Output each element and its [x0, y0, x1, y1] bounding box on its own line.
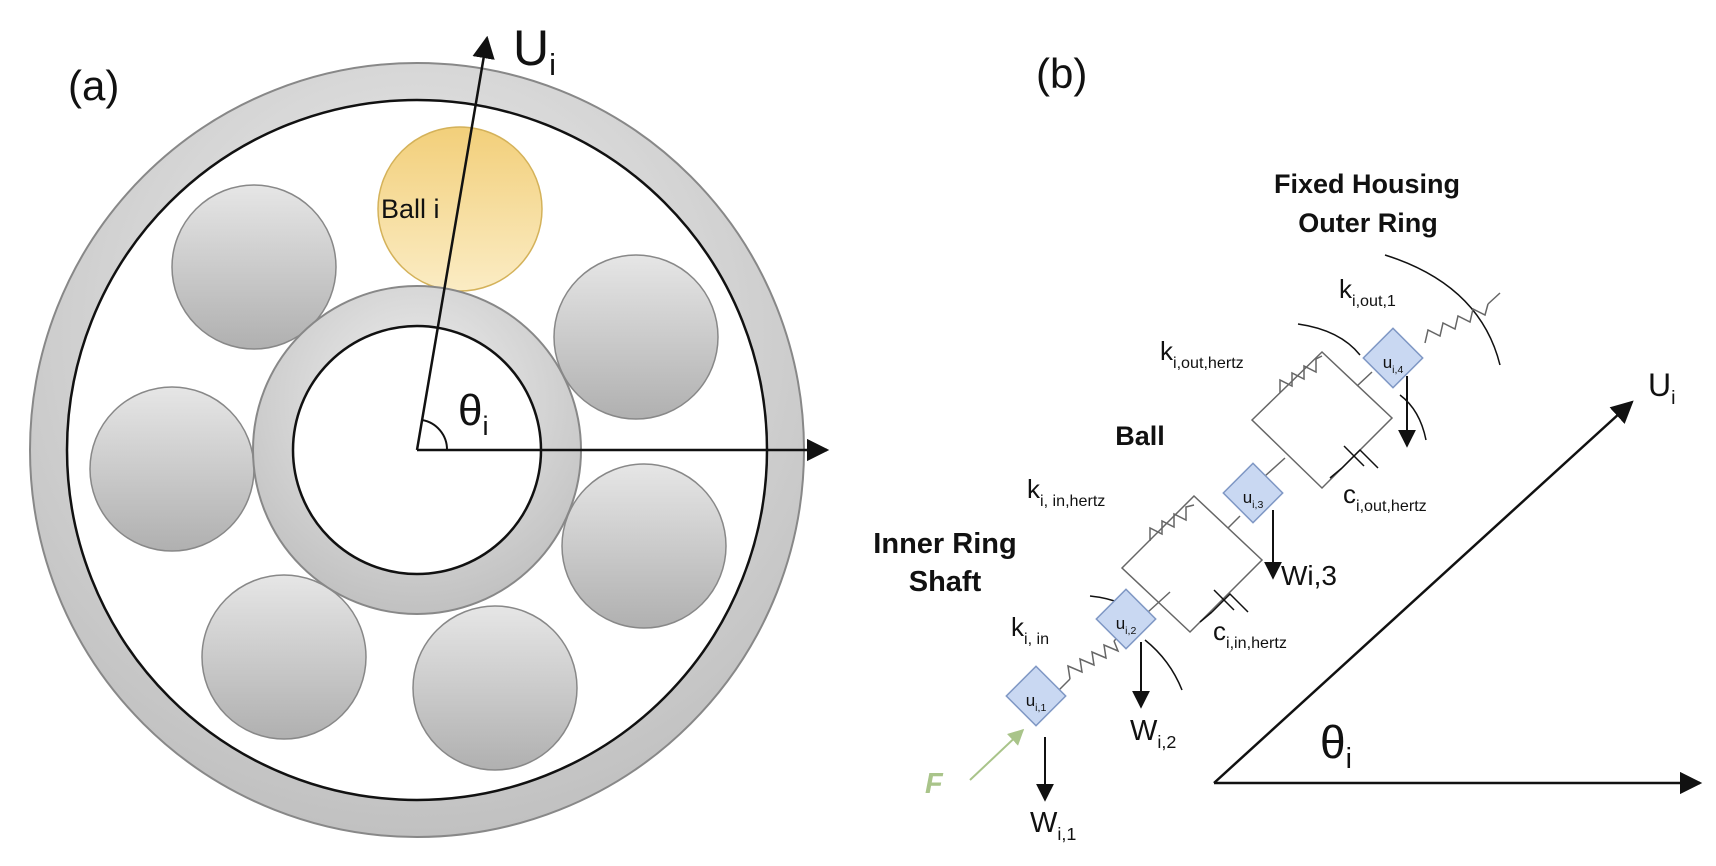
b-theta-label: θi	[1320, 716, 1352, 775]
w3-label: Wi,3	[1281, 560, 1337, 591]
ball	[201, 574, 367, 740]
ball	[561, 463, 727, 629]
housing-boundary-arc	[1384, 254, 1501, 366]
ball	[553, 254, 719, 420]
angle-arc	[421, 419, 449, 451]
node-u2: ui,2	[1095, 588, 1157, 650]
inner-ring-title-line2: Shaft	[909, 566, 982, 598]
ball-title: Ball	[1115, 421, 1165, 451]
ball-i-label: Ball i	[381, 194, 440, 224]
k-out-1-label: ki,out,1	[1339, 274, 1396, 310]
k-in-hertz-label: ki, in,hertz	[1027, 474, 1105, 510]
c-in-hertz-label: ci,in,hertz	[1213, 616, 1287, 652]
ui-axis-arrow	[415, 35, 495, 451]
w2-label: Wi,2	[1130, 715, 1176, 752]
parallel-block-outer	[1250, 350, 1394, 490]
force-arrow	[969, 728, 1025, 781]
spring-k-in-hertz	[1149, 504, 1195, 541]
spring-k-in	[1067, 640, 1120, 680]
node-u4: ui,4	[1362, 327, 1424, 389]
damper-c-out-hertz	[1329, 445, 1379, 479]
ui-axis-label: Ui	[513, 20, 556, 82]
outer-ring-title-line2: Outer Ring	[1298, 208, 1438, 238]
force-label: F	[925, 768, 944, 800]
b-ui-axis-label: Ui	[1648, 367, 1676, 409]
ball	[89, 386, 255, 552]
panel-a-label: (a)	[68, 62, 119, 109]
parallel-block-inner	[1120, 494, 1264, 634]
panel-b-label: (b)	[1036, 50, 1087, 97]
spring-chain	[1055, 292, 1501, 694]
spring-k-out-1	[1424, 303, 1489, 344]
inner-ring-title-line1: Inner Ring	[873, 528, 1016, 560]
ball	[412, 605, 578, 771]
svg-text:ui,3: ui,3	[1243, 488, 1264, 511]
node-u3: ui,3	[1222, 462, 1284, 524]
k-in-label: ki, in	[1011, 612, 1049, 648]
spring-k-out-hertz	[1279, 355, 1323, 393]
w1-label: Wi,1	[1030, 807, 1076, 844]
outer-ring-title-line1: Fixed Housing	[1274, 169, 1460, 199]
panel-b: (b) Fixed Housing Outer Ring Ball Inner …	[873, 50, 1703, 844]
svg-text:ui,1: ui,1	[1026, 691, 1047, 714]
c-out-hertz-label: ci,out,hertz	[1343, 479, 1427, 515]
b-ui-axis-arrow	[1213, 400, 1634, 784]
svg-text:ui,2: ui,2	[1116, 614, 1137, 637]
damper-c-in-hertz	[1199, 589, 1249, 623]
svg-text:ui,4: ui,4	[1383, 353, 1404, 376]
node-u1: ui,1	[1005, 665, 1067, 727]
ball	[171, 184, 337, 350]
k-out-hertz-label: ki,out,hertz	[1160, 336, 1244, 372]
theta-label: θi	[458, 386, 489, 441]
panel-a: (a) Ball i Ui θi	[29, 20, 830, 838]
